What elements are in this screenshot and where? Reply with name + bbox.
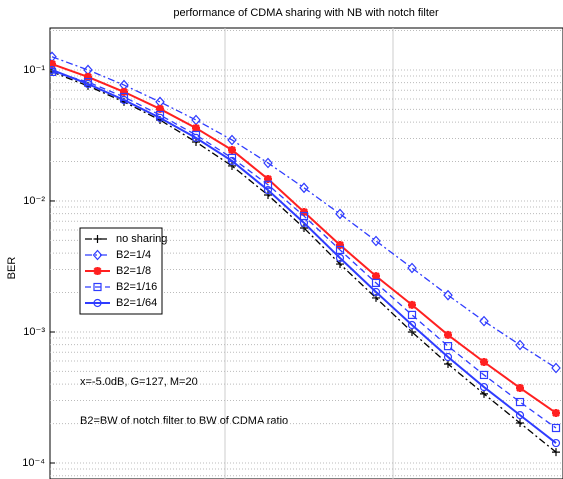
marker: [299, 182, 309, 194]
marker: [443, 352, 453, 362]
marker: [479, 382, 489, 392]
annotation: B2=BW of notch filter to BW of CDMA rati…: [80, 415, 288, 427]
marker: [120, 87, 128, 96]
marker: [516, 383, 524, 392]
marker: [228, 161, 236, 170]
legend-marker: [93, 298, 102, 308]
marker: [480, 389, 488, 398]
marker: [551, 362, 561, 374]
marker: [407, 310, 417, 320]
chart-title: performance of CDMA sharing with NB with…: [173, 7, 439, 19]
y-tick-label: 10⁻²: [23, 195, 45, 207]
marker: [50, 60, 56, 69]
marker: [551, 423, 561, 433]
legend-label: B2=1/16: [116, 281, 157, 293]
marker: [408, 327, 416, 336]
plot-layer: [50, 51, 561, 457]
marker: [444, 359, 452, 368]
marker: [335, 208, 345, 220]
marker: [300, 223, 308, 232]
marker: [551, 438, 561, 448]
marker: [228, 145, 236, 154]
marker: [192, 124, 200, 133]
marker: [408, 300, 416, 309]
series-line: [51, 71, 557, 453]
marker: [155, 113, 165, 122]
series-line: [51, 56, 557, 369]
marker: [515, 397, 525, 407]
y-tick-label: 10⁻⁴: [22, 457, 45, 469]
marker: [263, 186, 273, 195]
marker: [263, 180, 273, 189]
annotation: x=-5.0dB, G=127, M=20: [80, 376, 198, 388]
legend-label: B2=1/8: [116, 265, 151, 277]
marker: [372, 272, 380, 281]
marker: [443, 342, 453, 351]
marker: [335, 253, 345, 263]
legend-marker: [93, 267, 102, 275]
legend-marker: [93, 235, 102, 243]
marker: [156, 104, 164, 113]
legend-marker: [92, 249, 103, 261]
marker: [335, 245, 345, 255]
marker: [83, 79, 93, 89]
marker: [516, 419, 524, 428]
marker: [119, 95, 129, 105]
marker: [264, 191, 272, 200]
legend-label: B2=1/4: [116, 249, 151, 261]
marker: [336, 241, 344, 250]
marker: [515, 411, 525, 420]
y-axis-label: BER: [6, 257, 18, 280]
series-line: [51, 71, 557, 429]
marker: [552, 408, 560, 417]
marker: [479, 315, 489, 327]
marker: [407, 262, 417, 274]
series-line: [51, 69, 557, 444]
marker: [264, 175, 272, 184]
marker: [191, 133, 201, 142]
legend-label: B2=1/64: [116, 297, 157, 309]
marker: [443, 289, 453, 301]
y-tick-label: 10⁻³: [23, 326, 45, 338]
marker: [371, 278, 381, 287]
marker: [371, 235, 381, 247]
marker: [444, 330, 452, 339]
marker: [552, 448, 560, 457]
marker: [480, 358, 488, 367]
marker: [227, 156, 237, 166]
marker: [371, 287, 381, 297]
marker: [479, 370, 489, 380]
marker: [263, 157, 273, 169]
legend-marker: [93, 282, 102, 292]
marker: [299, 218, 309, 228]
marker: [407, 320, 417, 330]
marker: [50, 65, 57, 75]
legend-label: no sharing: [116, 233, 167, 245]
marker: [84, 72, 92, 81]
y-tick-label: 10⁻¹: [23, 64, 45, 76]
marker: [227, 134, 237, 146]
marker: [515, 339, 525, 351]
